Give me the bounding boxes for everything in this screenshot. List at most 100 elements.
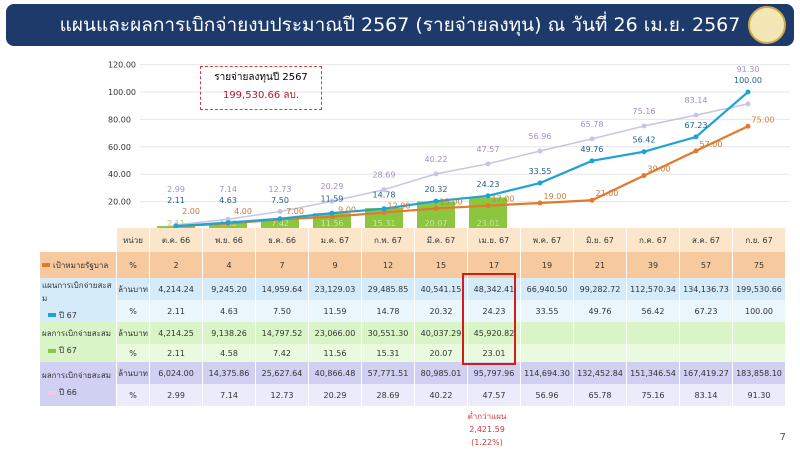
month-header: มิ.ย. 67 [573, 228, 627, 252]
table-row: ผลการเบิกจ่ายสะสม ปี 67 ล้านบาท 4,214.25 9,1… [40, 322, 786, 362]
table-cell: 167,419.27 [679, 362, 733, 384]
data-point [433, 171, 439, 177]
data-label: 65.78 [581, 120, 604, 129]
legend-swatch [48, 313, 56, 317]
table-cell: 75.16 [626, 384, 680, 406]
table-cell: 12 [361, 252, 415, 278]
data-point [173, 223, 179, 229]
table-cell: 7.42 [255, 344, 309, 362]
data-label: 14.78 [373, 191, 396, 200]
month-header: ธ.ค. 66 [255, 228, 309, 252]
data-label: 40.22 [425, 155, 448, 164]
data-point [433, 205, 439, 211]
data-label: 75.00 [752, 115, 775, 124]
y-tick-label: 80.00 [108, 115, 131, 124]
data-point [277, 216, 283, 222]
data-point [693, 112, 699, 118]
data-point [277, 209, 283, 215]
row-unit: % [116, 300, 150, 322]
table-row: ผลการเบิกจ่ายสะสม ปี 66 ล้านบาท 6,024.00 14,… [40, 362, 786, 406]
table-cell [732, 344, 786, 362]
table-cell: 9,245.20 [202, 278, 256, 300]
table-cell: 4.58 [202, 344, 256, 362]
data-point [433, 198, 439, 204]
table-cell: 20.07 [414, 344, 468, 362]
data-point [537, 200, 543, 206]
note-label: ต่ำกว่าแผน [467, 412, 507, 421]
table-cell: 56.96 [520, 384, 574, 406]
table-cell: 15.31 [361, 344, 415, 362]
data-label: 91.30 [737, 65, 760, 74]
table-cell: 57,771.51 [361, 362, 415, 384]
data-label: 7.50 [271, 196, 289, 205]
month-header: ก.ย. 67 [732, 228, 786, 252]
table-cell: 80,985.01 [414, 362, 468, 384]
table-cell: 100.00 [732, 300, 786, 322]
data-label: 56.42 [633, 136, 656, 145]
data-point [745, 101, 751, 107]
table-row: % 2.11 4.58 7.42 11.56 15.31 20.07 23.01 [40, 344, 786, 362]
table-row: แผนการเบิกจ่ายสะสม ปี 67 ล้านบาท 4,214.24 9,… [40, 278, 786, 322]
y-tick-label: 120.00 [108, 61, 136, 70]
table-row: % 2.99 7.14 12.73 20.29 28.69 40.22 47.57 56.96 6… [40, 384, 786, 406]
data-point [329, 198, 335, 204]
logo-emblem [748, 6, 786, 44]
row-unit: % [116, 384, 150, 406]
data-point [641, 173, 647, 179]
budget-value: 199,530.66 ลบ. [222, 90, 300, 101]
data-label: 2.00 [182, 207, 200, 216]
table-cell: 25,627.64 [255, 362, 309, 384]
row-label: ผลการเบิกจ่ายสะสม [42, 371, 112, 380]
budget-box: รายจ่ายลงทุนปี 2567 199,530.66 ลบ. [200, 66, 322, 110]
legend-swatch [48, 390, 56, 395]
row-label: แผนการเบิกจ่ายสะสม [42, 280, 112, 303]
table-cell: 2.99 [149, 384, 203, 406]
data-point [641, 149, 647, 155]
table-cell: 66,940.50 [520, 278, 574, 300]
table-cell [520, 344, 574, 362]
table-cell: 134,136.73 [679, 278, 733, 300]
table-cell: 23.01 [467, 344, 521, 362]
table-cell: 2.11 [149, 344, 203, 362]
data-table: หน่วย ต.ค. 66 พ.ย. 66 ธ.ค. 66 ม.ค. 67 ก.พ. 67… [40, 228, 786, 406]
data-point [381, 206, 387, 212]
table-cell: 24.23 [467, 300, 521, 322]
table-cell: 40,541.15 [414, 278, 468, 300]
data-label: 2.99 [167, 185, 185, 194]
data-label: 20.32 [425, 185, 448, 194]
bar-label: 23.01 [477, 219, 500, 228]
data-label: 7.00 [286, 207, 304, 216]
series-line [175, 91, 749, 228]
bar [469, 197, 507, 229]
row-label-year: ปี 67 [59, 310, 77, 320]
row-label: เป้าหมายรัฐบาล [53, 260, 109, 270]
table-cell: 56.42 [626, 300, 680, 322]
data-label: 33.55 [529, 167, 552, 176]
data-point [537, 180, 543, 186]
table-cell: 48,342.41 [467, 278, 521, 300]
data-label: 47.57 [477, 145, 500, 154]
month-header: ต.ค. 66 [149, 228, 203, 252]
y-tick-label: 20.00 [108, 198, 131, 207]
y-tick-label: 40.00 [108, 170, 131, 179]
budget-label: รายจ่ายลงทุนปี 2567 [214, 72, 308, 83]
data-label: 17.00 [492, 195, 515, 204]
table-cell: 14.78 [361, 300, 415, 322]
table-cell: 40.22 [414, 384, 468, 406]
y-tick-label: 100.00 [108, 88, 136, 97]
data-label: 2.11 [167, 196, 185, 205]
table-cell: 2 [149, 252, 203, 278]
table-cell: 7 [255, 252, 309, 278]
table-header-row: หน่วย ต.ค. 66 พ.ย. 66 ธ.ค. 66 ม.ค. 67 ก.พ. 67… [40, 228, 786, 252]
table-cell [679, 344, 733, 362]
data-label: 39.00 [648, 165, 671, 174]
data-label: 4.00 [234, 207, 252, 216]
data-point [329, 214, 335, 220]
table-cell: 132,452.84 [573, 362, 627, 384]
data-label: 57.00 [700, 140, 723, 149]
table-cell: 12.73 [255, 384, 309, 406]
table-cell: 33.55 [520, 300, 574, 322]
table-cell: 29,485.85 [361, 278, 415, 300]
table-cell: 49.76 [573, 300, 627, 322]
month-header: พ.ย. 66 [202, 228, 256, 252]
